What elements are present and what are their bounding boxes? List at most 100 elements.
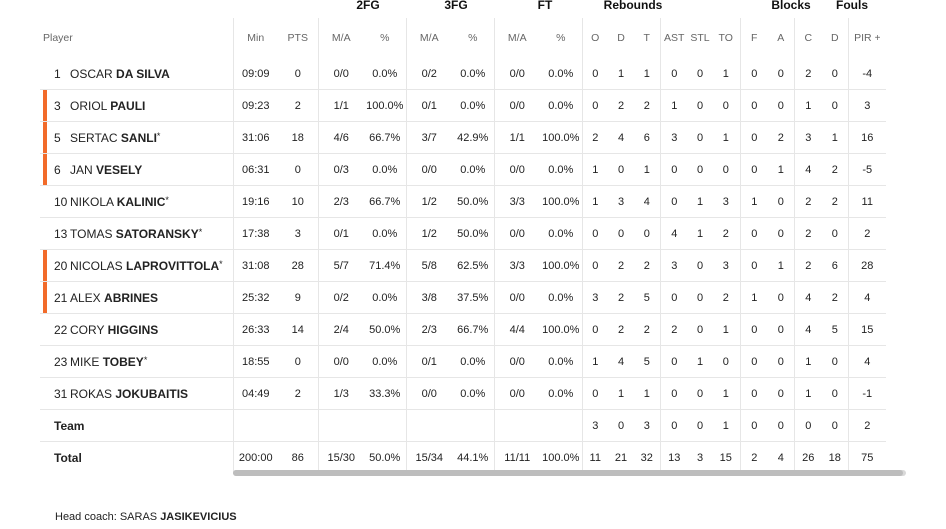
player-first-name[interactable]: Mike bbox=[70, 354, 100, 369]
cell-2fg-pct: 66.7% bbox=[364, 121, 406, 154]
cell-foul-c: 2 bbox=[793, 217, 822, 250]
header-stl[interactable]: STL bbox=[690, 32, 710, 44]
player-cell[interactable]: 13 Tomas Satoransky* bbox=[40, 217, 233, 250]
player-first-name[interactable]: Oscar bbox=[70, 66, 113, 81]
group-ft: FT bbox=[537, 0, 553, 12]
player-first-name[interactable]: Nikola bbox=[70, 194, 114, 209]
player-cell[interactable]: 23 Mike Tobey* bbox=[40, 345, 233, 378]
header-to[interactable]: TO bbox=[718, 32, 733, 44]
player-cell[interactable]: 1 Oscar Da Silva bbox=[40, 58, 233, 90]
cell-reb-d: 4 bbox=[608, 121, 634, 154]
player-number: 1 bbox=[54, 66, 61, 81]
player-last-name[interactable]: Abrines bbox=[104, 290, 159, 305]
player-cell[interactable]: 21 Alex Abrines bbox=[40, 281, 233, 314]
header-pir[interactable]: PIR + bbox=[847, 18, 886, 58]
cell-ft-pct: 100.0% bbox=[540, 313, 582, 346]
cell-reb-d: 21 bbox=[608, 441, 634, 473]
scrollbar-thumb[interactable] bbox=[233, 470, 903, 476]
cell-pir: 15 bbox=[847, 313, 886, 346]
player-first-name[interactable]: Sertac bbox=[70, 130, 118, 145]
header-reb-d[interactable]: D bbox=[617, 32, 625, 44]
header-ft-ma[interactable]: M/A bbox=[493, 18, 540, 58]
header-ft-pct[interactable]: % bbox=[556, 32, 566, 44]
cell-pir: 2 bbox=[847, 409, 886, 442]
cell-blk-a: 0 bbox=[768, 313, 794, 346]
player-last-name[interactable]: Pauli bbox=[110, 98, 146, 113]
player-cell[interactable]: 22 Cory Higgins bbox=[40, 313, 233, 346]
header-3fg-pct[interactable]: % bbox=[468, 32, 478, 44]
player-last-name[interactable]: Sanli bbox=[120, 130, 157, 145]
cell-reb-o: 11 bbox=[581, 441, 608, 473]
cell-ast: 0 bbox=[659, 153, 688, 186]
header-3fg-ma[interactable]: M/A bbox=[405, 18, 452, 58]
header-reb-t[interactable]: T bbox=[643, 32, 650, 44]
table-body: 1 Oscar Da Silva 09:09 0 0/0 0.0% 0/2 0.0% 0/0 0.… bbox=[40, 58, 886, 473]
header-min[interactable]: Min bbox=[232, 18, 278, 58]
cell-ft-pct bbox=[540, 409, 582, 442]
cell-reb-t: 2 bbox=[634, 89, 660, 122]
cell-pts: 18 bbox=[278, 121, 318, 154]
player-last-name[interactable]: Higgins bbox=[107, 322, 159, 337]
header-blk-a[interactable]: A bbox=[777, 32, 785, 44]
player-number: 20 bbox=[54, 258, 68, 273]
cell-reb-o: 0 bbox=[581, 217, 608, 250]
cell-2fg-ma: 0/3 bbox=[317, 153, 364, 186]
player-last-name[interactable]: Da Silva bbox=[116, 66, 170, 81]
player-cell[interactable]: 6 Jan Vesely bbox=[40, 153, 233, 186]
header-reb-o[interactable]: O bbox=[581, 18, 608, 58]
player-cell[interactable]: 5 Sertac Sanli* bbox=[40, 121, 233, 154]
player-first-name[interactable]: Tomas bbox=[70, 226, 113, 241]
cell-pir: 28 bbox=[847, 249, 886, 282]
header-2fg-pct[interactable]: % bbox=[380, 32, 390, 44]
horizontal-scrollbar[interactable] bbox=[233, 470, 906, 476]
header-player[interactable]: Player bbox=[43, 32, 73, 44]
cell-foul-d: 0 bbox=[822, 377, 848, 410]
cell-foul-c: 2 bbox=[793, 58, 822, 90]
player-cell[interactable]: 20 Nicolas Laprovittola* bbox=[40, 249, 233, 282]
player-last-name[interactable]: Satoransky bbox=[115, 226, 199, 241]
player-last-name[interactable]: Jokubaitis bbox=[115, 386, 189, 401]
player-cell[interactable]: 10 Nikola Kalinic* bbox=[40, 185, 233, 218]
cell-ft-pct: 100.0% bbox=[540, 121, 582, 154]
header-ast[interactable]: AST bbox=[659, 18, 688, 58]
header-foul-d[interactable]: D bbox=[830, 32, 839, 44]
player-last-name[interactable]: Vesely bbox=[96, 162, 143, 177]
player-cell[interactable]: 3 Oriol Pauli bbox=[40, 89, 233, 122]
cell-stl: 0 bbox=[688, 89, 712, 122]
cell-blk-a: 0 bbox=[768, 377, 794, 410]
cell-blk-a: 4 bbox=[768, 441, 794, 473]
cell-ft-ma bbox=[493, 409, 540, 442]
head-coach-last-name: Jasikevicius bbox=[160, 511, 237, 523]
player-first-name[interactable]: Rokas bbox=[70, 386, 113, 401]
cell-ft-ma: 0/0 bbox=[493, 153, 540, 186]
player-last-name[interactable]: Kalinic bbox=[116, 194, 166, 209]
cell-blk-a: 0 bbox=[768, 217, 794, 250]
cell-reb-d: 2 bbox=[608, 249, 634, 282]
player-last-name[interactable]: Tobey bbox=[102, 354, 144, 369]
cell-foul-d: 5 bbox=[822, 313, 848, 346]
header-pts[interactable]: PTS bbox=[287, 32, 308, 44]
cell-blk-a: 0 bbox=[777, 67, 784, 80]
cell-2fg-ma: 1/1 bbox=[317, 89, 364, 122]
cell-reb-o: 0 bbox=[581, 58, 608, 90]
player-first-name[interactable]: Jan bbox=[70, 162, 93, 177]
cell-reb-o: 0 bbox=[581, 89, 608, 122]
player-first-name[interactable]: Oriol bbox=[70, 98, 107, 113]
player-last-name[interactable]: Laprovittola bbox=[126, 258, 220, 273]
cell-blk-f: 1 bbox=[739, 185, 768, 218]
header-blk-f[interactable]: F bbox=[739, 18, 768, 58]
cell-pts: 0 bbox=[278, 345, 318, 378]
cell-3fg-ma: 5/8 bbox=[405, 249, 452, 282]
header-2fg-ma[interactable]: M/A bbox=[317, 18, 364, 58]
player-first-name[interactable]: Nicolas bbox=[70, 258, 123, 273]
cell-stl: 0 bbox=[688, 249, 712, 282]
cell-3fg-ma: 0/2 bbox=[405, 58, 452, 90]
player-cell[interactable]: 31 Rokas Jokubaitis bbox=[40, 377, 233, 410]
player-first-name[interactable]: Alex bbox=[70, 290, 101, 305]
cell-reb-t: 5 bbox=[634, 345, 660, 378]
table-row: 6 Jan Vesely 06:31 0 0/3 0.0% 0/0 0.0% 0/0 0.0% 1 0… bbox=[40, 153, 886, 186]
player-first-name[interactable]: Cory bbox=[70, 322, 105, 337]
header-foul-c[interactable]: C bbox=[793, 18, 822, 58]
cell-3fg-ma: 2/3 bbox=[405, 313, 452, 346]
cell-ast: 0 bbox=[659, 58, 688, 90]
